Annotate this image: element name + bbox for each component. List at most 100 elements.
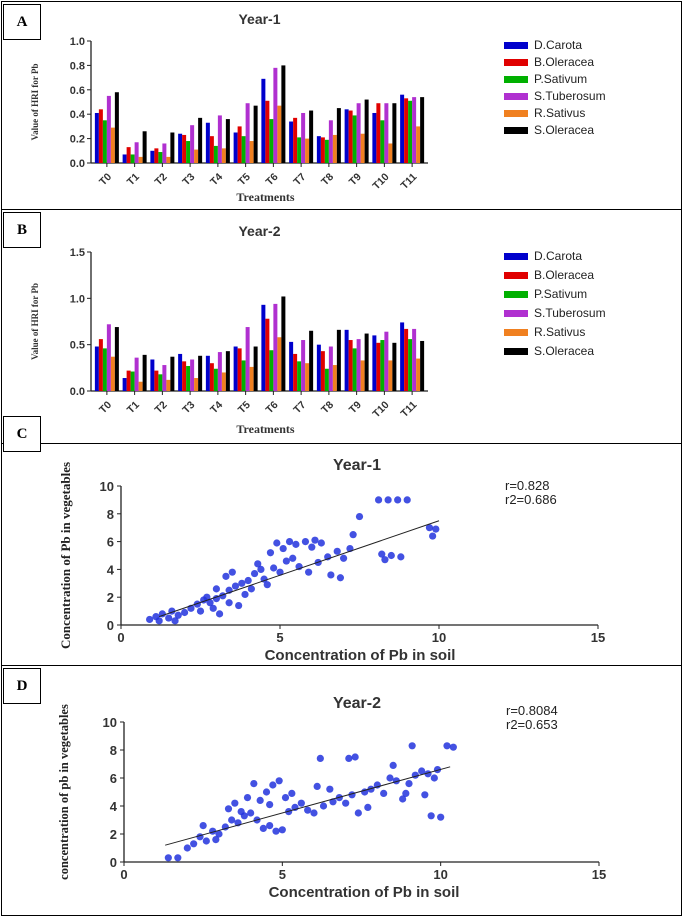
chart-2-point	[349, 531, 357, 539]
chart-2-point	[174, 611, 182, 619]
chart-1-x-tick-label: T7	[291, 399, 308, 416]
chart-3-r-label: r=0.8084	[506, 703, 558, 718]
chart-1-bar	[408, 339, 413, 391]
chart-1-bar	[134, 357, 139, 391]
chart-3-point	[190, 840, 198, 848]
chart-0-bar	[356, 103, 361, 163]
chart-2-point	[250, 569, 259, 578]
chart-0-bar	[241, 136, 246, 163]
chart-0-bar	[162, 143, 167, 163]
chart-3-point	[326, 785, 334, 793]
chart-1-legend-entry: B.Oleracea	[534, 268, 594, 282]
chart-1-bar	[352, 348, 357, 391]
chart-0-bar	[249, 141, 254, 163]
chart-1-bar	[404, 328, 409, 391]
chart-1-legend-swatch	[504, 310, 528, 317]
chart-3-y-tick-label: 6	[110, 771, 117, 786]
chart-0-bar	[126, 147, 131, 163]
chart-0-bar	[328, 120, 333, 163]
chart-0-bar	[301, 112, 306, 163]
chart-2-point	[215, 610, 224, 618]
chart-0-legend-entry: S.Tuberosum	[534, 89, 606, 103]
chart-1-x-label: Treatments	[236, 422, 295, 436]
chart-1-bar	[126, 370, 131, 391]
chart-2-y-tick-label: 10	[100, 479, 114, 494]
chart-2-point	[327, 571, 335, 579]
chart-1-y-label: Value of HRI for Pb	[30, 283, 40, 360]
chart-3-point	[266, 822, 274, 830]
chart-1-bar	[150, 359, 155, 391]
chart-1-bar	[320, 351, 325, 391]
chart-0-bar	[364, 99, 369, 163]
chart-3-point	[269, 781, 277, 789]
chart-1-bar	[416, 358, 421, 391]
chart-1-x-tick-label: T3	[180, 399, 197, 416]
chart-1-bar	[388, 360, 393, 391]
chart-1-bar	[241, 360, 246, 391]
chart-0-bar	[305, 138, 310, 163]
chart-2-point	[171, 617, 179, 625]
chart-2-point	[203, 593, 211, 601]
chart-1-bar	[356, 339, 361, 391]
chart-1-bar	[182, 361, 187, 391]
divider-cd	[1, 665, 682, 666]
chart-2-r-label: r=0.828	[505, 478, 549, 493]
chart-2-point	[378, 550, 386, 558]
chart-1-legend-swatch	[504, 272, 528, 279]
chart-3-point	[304, 806, 312, 814]
chart-1-bar	[360, 360, 365, 391]
chart-0-legend-swatch	[504, 76, 528, 83]
chart-3-point	[247, 809, 255, 817]
chart-0-legend-swatch	[504, 110, 528, 117]
chart-1-bar	[301, 340, 306, 391]
chart-3-point	[399, 795, 407, 803]
panel-label-d: D	[3, 668, 41, 704]
chart-0-bar	[134, 142, 139, 163]
chart-3-point	[421, 791, 429, 799]
chart-0-bar	[237, 126, 242, 163]
chart-1-x-tick-label: T1	[125, 399, 142, 416]
chart-3-point	[433, 766, 442, 774]
chart-0-bar	[233, 132, 238, 163]
chart-3-point	[231, 799, 239, 807]
chart-0-x-tick-label: T2	[152, 171, 169, 188]
panel-label-a: A	[3, 4, 41, 40]
chart-3-point	[275, 777, 283, 785]
chart-2-point	[374, 496, 383, 504]
chart-1-bar	[344, 329, 349, 391]
chart-1-legend-entry: R.Sativus	[534, 325, 585, 339]
chart-0-bar	[198, 117, 203, 163]
chart-1-x-tick-label: T4	[208, 399, 225, 416]
chart-1-bar	[158, 374, 163, 391]
chart-2-point	[387, 551, 395, 560]
chart-2-point	[425, 524, 434, 532]
chart-3-x-tick-label: 10	[433, 867, 447, 882]
chart-2-point	[340, 554, 348, 562]
chart-2-point	[282, 557, 290, 565]
chart-2-point	[244, 576, 252, 585]
chart-0-x-label: Treatments	[236, 190, 295, 204]
chart-1-x-tick-label: T5	[236, 399, 253, 416]
chart-1-bar	[328, 346, 333, 391]
chart-3-y-label: concentration of pb in vegetables	[57, 704, 71, 880]
chart-3-point	[408, 742, 416, 750]
chart-0-y-tick-label: 1.0	[70, 36, 85, 48]
chart-2-point	[225, 599, 233, 607]
chart-2-x-tick-label: 15	[591, 630, 605, 645]
chart-1-bar	[114, 327, 119, 391]
chart-1-bar	[277, 337, 282, 391]
chart-1-bar	[142, 354, 147, 391]
chart-0-bar	[166, 156, 171, 163]
chart-0-bar	[122, 154, 127, 163]
chart-3-point	[243, 794, 252, 802]
chart-1-legend-entry: P.Sativum	[534, 287, 587, 301]
chart-0-legend-swatch	[504, 42, 528, 49]
chart-1-bar	[94, 346, 99, 391]
chart-2-point	[235, 601, 243, 610]
chart-1-bar	[186, 365, 191, 391]
chart-1-bar	[170, 356, 175, 391]
chart-0-bar	[400, 94, 405, 163]
chart-3-point	[224, 805, 233, 813]
chart-0-bar	[336, 108, 341, 163]
chart-2-point	[209, 604, 217, 612]
